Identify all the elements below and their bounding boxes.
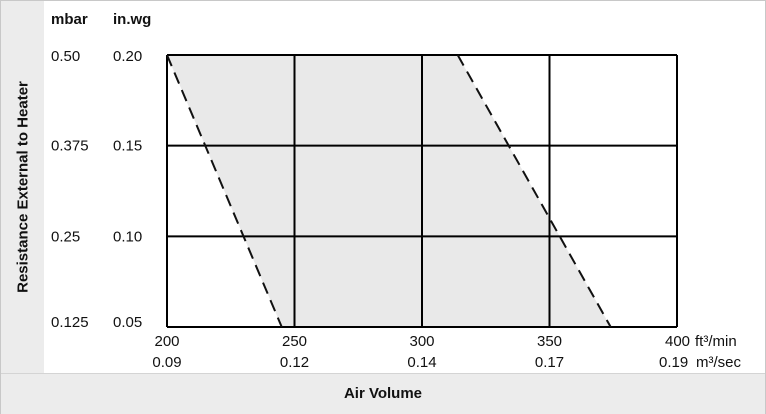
y-tick-primary-3: 0.05 [113, 314, 142, 331]
boundary-line-2 [456, 54, 612, 328]
y-tick-secondary-3: 0.125 [51, 314, 89, 331]
x-tick-secondary-0: 0.09 [152, 354, 181, 371]
boundary-line-1 [166, 54, 283, 328]
y-tick-secondary-2: 0.25 [51, 228, 80, 245]
y-tick-primary-2: 0.10 [113, 228, 142, 245]
y-tick-primary-0: 0.20 [113, 48, 142, 65]
x-tick-primary-0: 200 [154, 333, 179, 350]
operating-region [167, 55, 611, 327]
x-tick-secondary-4: 0.19 [659, 354, 688, 371]
x-axis-label-band: Air Volume [1, 373, 765, 414]
x-axis-title: Air Volume [343, 385, 423, 402]
x-tick-primary-3: 350 [537, 333, 562, 350]
x-unit-secondary: m³/sec [696, 354, 742, 371]
x-tick-primary-4: 400 [665, 333, 690, 350]
x-tick-secondary-3: 0.17 [535, 354, 564, 371]
x-tick-primary-1: 250 [282, 333, 307, 350]
x-tick-secondary-2: 0.14 [407, 354, 436, 371]
y-tick-secondary-1: 0.375 [51, 138, 89, 155]
y-axis-label-band: Resistance External to Heater [1, 1, 44, 373]
y-unit-secondary-header: mbar [51, 11, 88, 28]
y-tick-secondary-0: 0.50 [51, 48, 80, 65]
x-tick-secondary-1: 0.12 [280, 354, 309, 371]
y-unit-primary-header: in.wg [113, 11, 151, 28]
chart-svg: mbar in.wg 0.50 0.20 0.375 0.15 0.25 0.10 0.125 0… [51, 11, 742, 371]
x-tick-primary-2: 300 [409, 333, 434, 350]
x-unit-primary: ft³/min [695, 333, 737, 350]
y-tick-primary-1: 0.15 [113, 138, 142, 155]
